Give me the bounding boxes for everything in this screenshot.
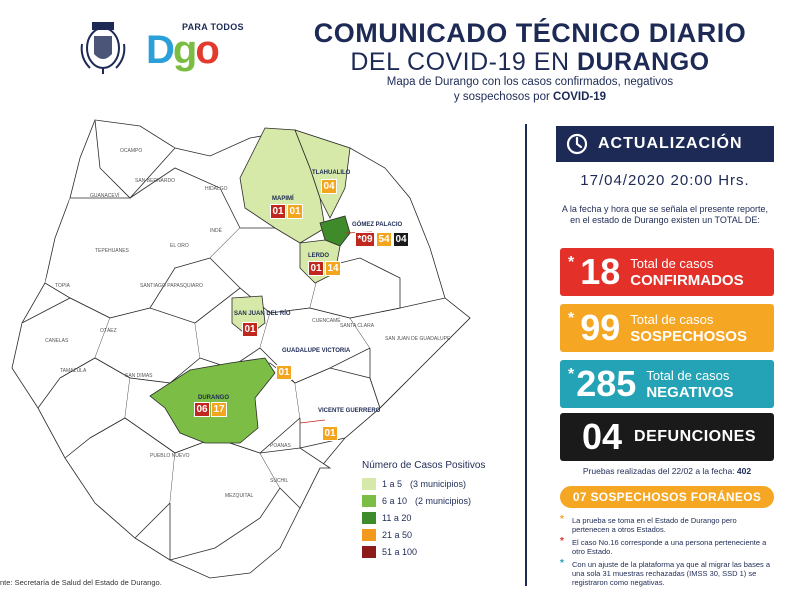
deaths-box: 04 DEFUNCIONES [560,413,774,461]
municipality-name: DURANGO [198,395,229,401]
case-badge-suspect: 17 [211,402,227,417]
municipality-name: MAPIMÍ [272,196,294,202]
suspect-label-line2: SOSPECHOSOS [630,328,747,345]
footnote: * El caso No.16 corresponde a una persona… [560,536,767,557]
map-outline [11,119,471,579]
legend-item: 21 a 50 [362,526,522,543]
asterisk-icon: * [568,310,575,327]
municipality-name: TLAHUALILO [312,170,351,176]
legend-swatch [362,528,376,541]
state-seal-logo [80,22,126,74]
municipality-name: VICENTE GUERRERO [318,408,381,414]
municipality-tlahualilo [294,129,351,219]
brand-tagline: PARA TODOS [182,22,244,32]
negative-count: 285 [576,363,637,404]
deaths-label: DEFUNCIONES [634,428,756,445]
case-badge-suspect: 01 [276,365,292,380]
brand-name: Dgo [146,28,220,72]
foreign-suspects-pill: 07 SOSPECHOSOS FORÁNEOS [560,486,774,508]
dgo-brand-logo: PARA TODOS Dgo [142,22,252,74]
case-badge-confirmed: *09 [355,232,375,247]
map-legend: Número de Casos Positivos 1 a 5 (3 munici… [362,460,522,560]
vertical-divider [525,124,527,586]
suspect-cases-box: * 99 Total de casos SOSPECHOSOS [560,304,774,352]
case-badge-suspect: 04 [321,179,337,194]
suspect-label-line1: Total de casos [630,312,714,327]
legend-title: Número de Casos Positivos [362,460,486,471]
confirmed-label-line1: Total de casos [630,256,714,271]
asterisk-icon: * [560,536,564,547]
durango-map: OCAMPO SAN BERNARDO GUANACEVÍ HIDALGO TE… [0,108,520,588]
legend-swatch [362,494,376,507]
legend-item: 1 a 5 (3 municipios) [362,475,522,492]
legend-item: 51 a 100 [362,543,522,560]
source-note: nte: Secretaría de Salud del Estado de D… [0,578,162,587]
legend-item: 6 a 10 (2 municipios) [362,492,522,509]
case-badge-suspect: 01 [287,204,303,219]
subtitle-line2: y sospechosos por COVID-19 [453,91,607,103]
legend-item: 11 a 20 [362,509,522,526]
case-badge-suspect: 14 [325,261,341,276]
case-badge-confirmed: 01 [308,261,324,276]
intro-text: A la fecha y hora que se señala el prese… [561,204,769,225]
case-badge-deaths: 04 [393,232,409,247]
case-badge-confirmed: 06 [194,402,210,417]
update-header: ACTUALIZACIÓN [556,126,774,162]
footnote: * Con un ajuste de la plataforma ya que a… [560,558,771,588]
municipality-name: LERDO [308,253,329,259]
municipality-gomez-palacio [319,215,351,247]
case-badge-confirmed: 01 [242,322,258,337]
confirmed-cases-box: * 18 Total de casos CONFIRMADOS [560,248,774,296]
deaths-count: 04 [582,416,623,457]
case-badge-suspect: 54 [376,232,392,247]
confirmed-label-line2: CONFIRMADOS [630,272,744,289]
update-label: ACTUALIZACIÓN [598,135,743,152]
asterisk-icon: * [568,366,575,383]
page-title-line2: DEL COVID-19 EN DURANGO [350,48,710,76]
footnote: * La prueba se toma en el Estado de Duran… [560,514,737,535]
municipality-durango [149,357,276,444]
subtitle-line1: Mapa de Durango con los casos confirmado… [386,76,674,88]
legend-swatch [362,477,376,490]
asterisk-icon: * [560,514,564,525]
page-title: COMUNICADO TÉCNICO DIARIO [313,18,747,48]
legend-swatch [362,511,376,524]
municipality-name: GÓMEZ PALACIO [352,222,403,228]
case-badge-suspect: 01 [322,426,338,441]
negative-label-line2: NEGATIVOS [646,384,734,401]
tests-performed: Pruebas realizadas del 22/02 a la fecha:… [582,466,752,476]
suspect-count: 99 [580,307,621,348]
clock-icon [566,133,588,155]
negative-cases-box: * 285 Total de casos NEGATIVOS [560,360,774,408]
update-timestamp: 17/04/2020 20:00 Hrs. [580,172,750,189]
asterisk-icon: * [568,254,575,271]
case-badge-confirmed: 01 [270,204,286,219]
asterisk-icon: * [560,558,564,569]
confirmed-count: 18 [580,251,621,292]
negative-label-line1: Total de casos [646,368,730,383]
municipality-name: GUADALUPE VICTORIA [282,348,351,354]
legend-swatch [362,545,376,558]
municipality-name: SAN JUAN DEL RÍO [234,311,291,317]
